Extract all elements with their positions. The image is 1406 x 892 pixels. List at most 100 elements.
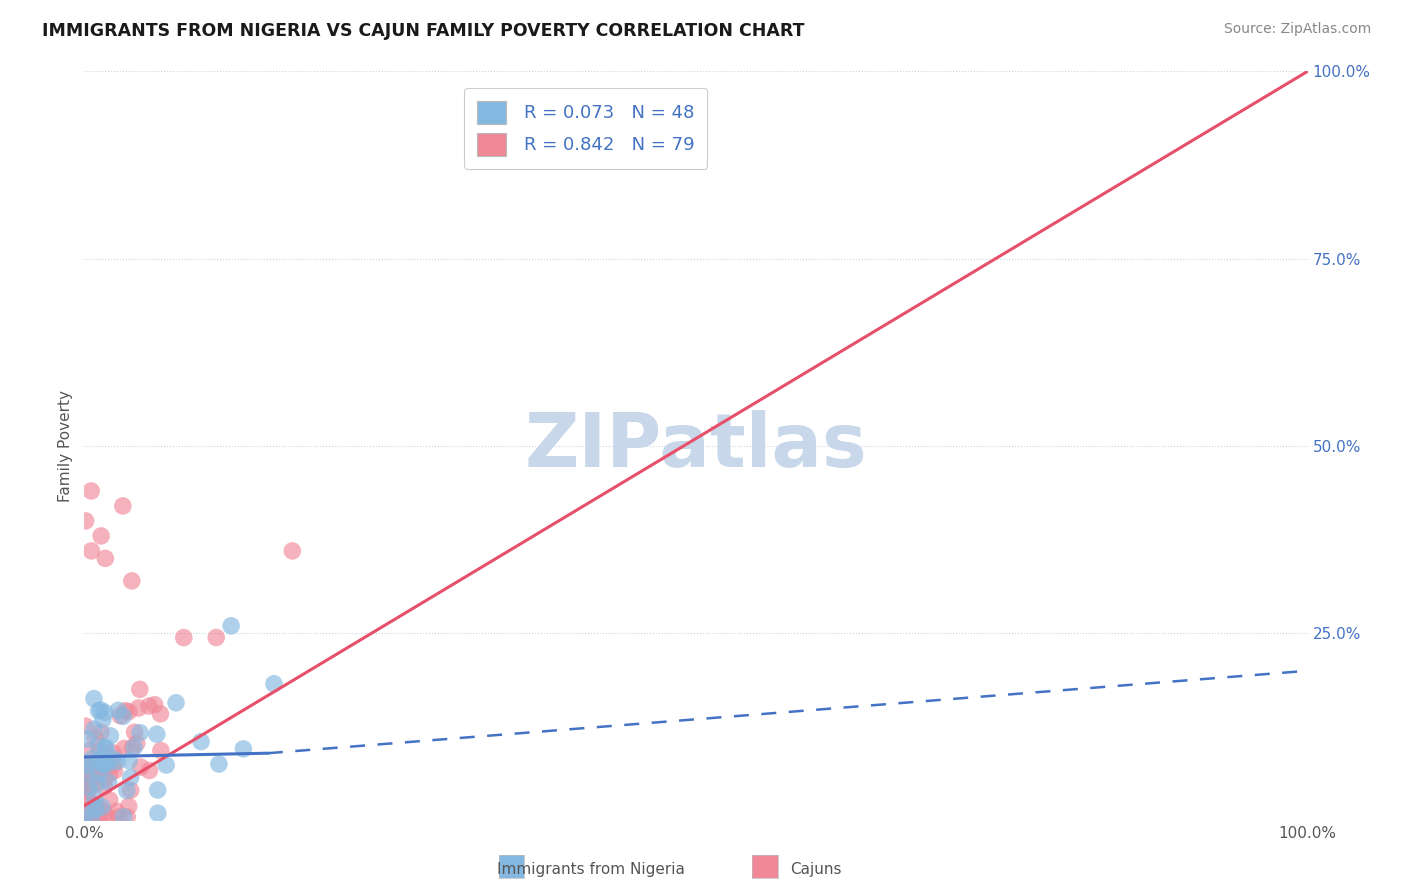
Point bbox=[77, 785, 100, 799]
Point bbox=[146, 727, 169, 741]
Point bbox=[84, 802, 107, 816]
Point bbox=[94, 741, 117, 756]
Point bbox=[75, 775, 97, 789]
Point bbox=[190, 734, 212, 748]
Text: Immigrants from Nigeria: Immigrants from Nigeria bbox=[496, 863, 685, 877]
Point bbox=[77, 744, 100, 758]
Point bbox=[75, 806, 97, 821]
Point bbox=[83, 792, 105, 806]
Point bbox=[75, 789, 97, 803]
Point bbox=[118, 799, 141, 814]
Point bbox=[98, 793, 121, 807]
Point bbox=[96, 810, 118, 824]
Point bbox=[94, 746, 117, 760]
Point bbox=[87, 808, 110, 822]
Point bbox=[89, 745, 111, 759]
Point bbox=[94, 551, 117, 566]
Point bbox=[77, 814, 100, 828]
Point bbox=[118, 754, 141, 768]
Point bbox=[263, 677, 285, 691]
Point bbox=[120, 783, 142, 797]
Point bbox=[138, 699, 160, 714]
Point bbox=[91, 757, 114, 772]
Point bbox=[93, 780, 115, 794]
Point bbox=[103, 757, 125, 772]
Point bbox=[89, 814, 111, 828]
Point bbox=[83, 767, 105, 781]
Point bbox=[129, 760, 152, 774]
Point bbox=[127, 701, 149, 715]
Legend: R = 0.073   N = 48, R = 0.842   N = 79: R = 0.073 N = 48, R = 0.842 N = 79 bbox=[464, 88, 707, 169]
Point bbox=[105, 754, 128, 768]
Point bbox=[121, 741, 143, 756]
Point bbox=[155, 758, 177, 772]
Point bbox=[79, 814, 101, 828]
Point bbox=[118, 705, 141, 719]
Point bbox=[112, 810, 135, 824]
Point bbox=[75, 782, 97, 797]
Point bbox=[75, 719, 97, 733]
Point bbox=[76, 732, 98, 747]
Text: Source: ZipAtlas.com: Source: ZipAtlas.com bbox=[1223, 22, 1371, 37]
Point bbox=[80, 483, 103, 498]
Point bbox=[75, 803, 97, 817]
Point bbox=[75, 514, 97, 528]
Point bbox=[90, 703, 112, 717]
Point bbox=[79, 814, 101, 828]
Point bbox=[80, 812, 103, 826]
Point bbox=[112, 741, 135, 756]
Point bbox=[120, 771, 142, 785]
Point bbox=[146, 783, 169, 797]
Point bbox=[79, 814, 101, 828]
Point bbox=[96, 757, 118, 772]
Point bbox=[77, 809, 100, 823]
Point bbox=[87, 766, 110, 780]
Point bbox=[79, 807, 101, 822]
Point bbox=[107, 703, 129, 717]
Point bbox=[82, 763, 104, 777]
Point bbox=[115, 783, 138, 797]
Point bbox=[205, 631, 228, 645]
Point bbox=[94, 706, 117, 720]
Point bbox=[94, 772, 117, 786]
Text: IMMIGRANTS FROM NIGERIA VS CAJUN FAMILY POVERTY CORRELATION CHART: IMMIGRANTS FROM NIGERIA VS CAJUN FAMILY … bbox=[42, 22, 804, 40]
Point bbox=[86, 776, 108, 790]
Point bbox=[90, 725, 112, 739]
Point bbox=[86, 775, 108, 789]
Point bbox=[110, 708, 132, 723]
Point bbox=[149, 706, 172, 721]
Point bbox=[91, 800, 114, 814]
Point bbox=[75, 767, 97, 781]
Point bbox=[122, 740, 145, 755]
Point bbox=[94, 806, 117, 821]
Point bbox=[87, 753, 110, 767]
Point bbox=[94, 740, 117, 755]
Point bbox=[75, 809, 97, 823]
Point bbox=[75, 758, 97, 772]
Point bbox=[82, 765, 104, 780]
Point bbox=[208, 757, 231, 772]
Point bbox=[125, 736, 148, 750]
Point bbox=[93, 757, 115, 772]
Point bbox=[124, 725, 146, 739]
Point bbox=[77, 814, 100, 828]
Text: Cajuns: Cajuns bbox=[790, 863, 841, 877]
Point bbox=[79, 812, 101, 826]
Point bbox=[138, 764, 160, 778]
Point bbox=[75, 773, 97, 788]
Point bbox=[98, 729, 121, 743]
Point bbox=[87, 704, 110, 718]
Text: ZIPatlas: ZIPatlas bbox=[524, 409, 868, 483]
Point bbox=[232, 742, 254, 756]
Point bbox=[77, 780, 100, 795]
Point bbox=[117, 810, 139, 824]
Point bbox=[90, 529, 112, 543]
Point bbox=[93, 762, 115, 776]
Point bbox=[129, 725, 152, 739]
Point bbox=[103, 746, 125, 760]
Point bbox=[80, 544, 103, 558]
Point bbox=[107, 810, 129, 824]
Point bbox=[75, 778, 97, 792]
Point bbox=[97, 775, 120, 789]
Point bbox=[80, 752, 103, 766]
